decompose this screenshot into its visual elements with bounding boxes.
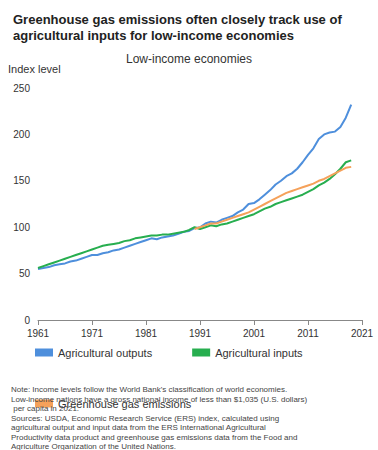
svg-text:Agricultural inputs: Agricultural inputs [215,347,303,359]
svg-text:Productivity data product and: Productivity data product and greenhouse… [11,433,300,442]
svg-text:Low-income economies: Low-income economies [126,52,252,66]
svg-text:2021: 2021 [351,328,374,339]
svg-text:Low-income nations have a gros: Low-income nations have a gross national… [11,395,307,404]
svg-text:Sources: USDA, Economic Resear: Sources: USDA, Economic Research Service… [11,414,281,423]
svg-text:2001: 2001 [243,328,266,339]
svg-text:1961: 1961 [27,328,50,339]
svg-text:agricultural inputs for low-in: agricultural inputs for low-income econo… [13,28,294,43]
svg-text:250: 250 [13,83,30,94]
svg-text:50: 50 [19,268,31,279]
svg-text:Note: Income levels follow the: Note: Income levels follow the World Ban… [11,385,289,394]
svg-text:0: 0 [24,315,30,326]
svg-text:Index level: Index level [8,63,61,75]
svg-text:agricultural output and input: agricultural output and input data from … [11,423,268,432]
svg-text:Agricultural outputs: Agricultural outputs [58,347,153,359]
svg-text:Greenhouse gas emissions often: Greenhouse gas emissions often closely t… [13,12,345,27]
svg-text:100: 100 [13,222,30,233]
svg-text:2011: 2011 [297,328,319,339]
svg-text:1991: 1991 [189,328,212,339]
svg-text:per capita in 2021.: per capita in 2021. [11,404,79,413]
svg-text:1971: 1971 [81,328,104,339]
svg-text:1981: 1981 [135,328,158,339]
svg-text:Agriculture Organization of th: Agriculture Organization of the United N… [11,442,176,450]
svg-text:150: 150 [13,175,30,186]
svg-text:200: 200 [13,129,30,140]
